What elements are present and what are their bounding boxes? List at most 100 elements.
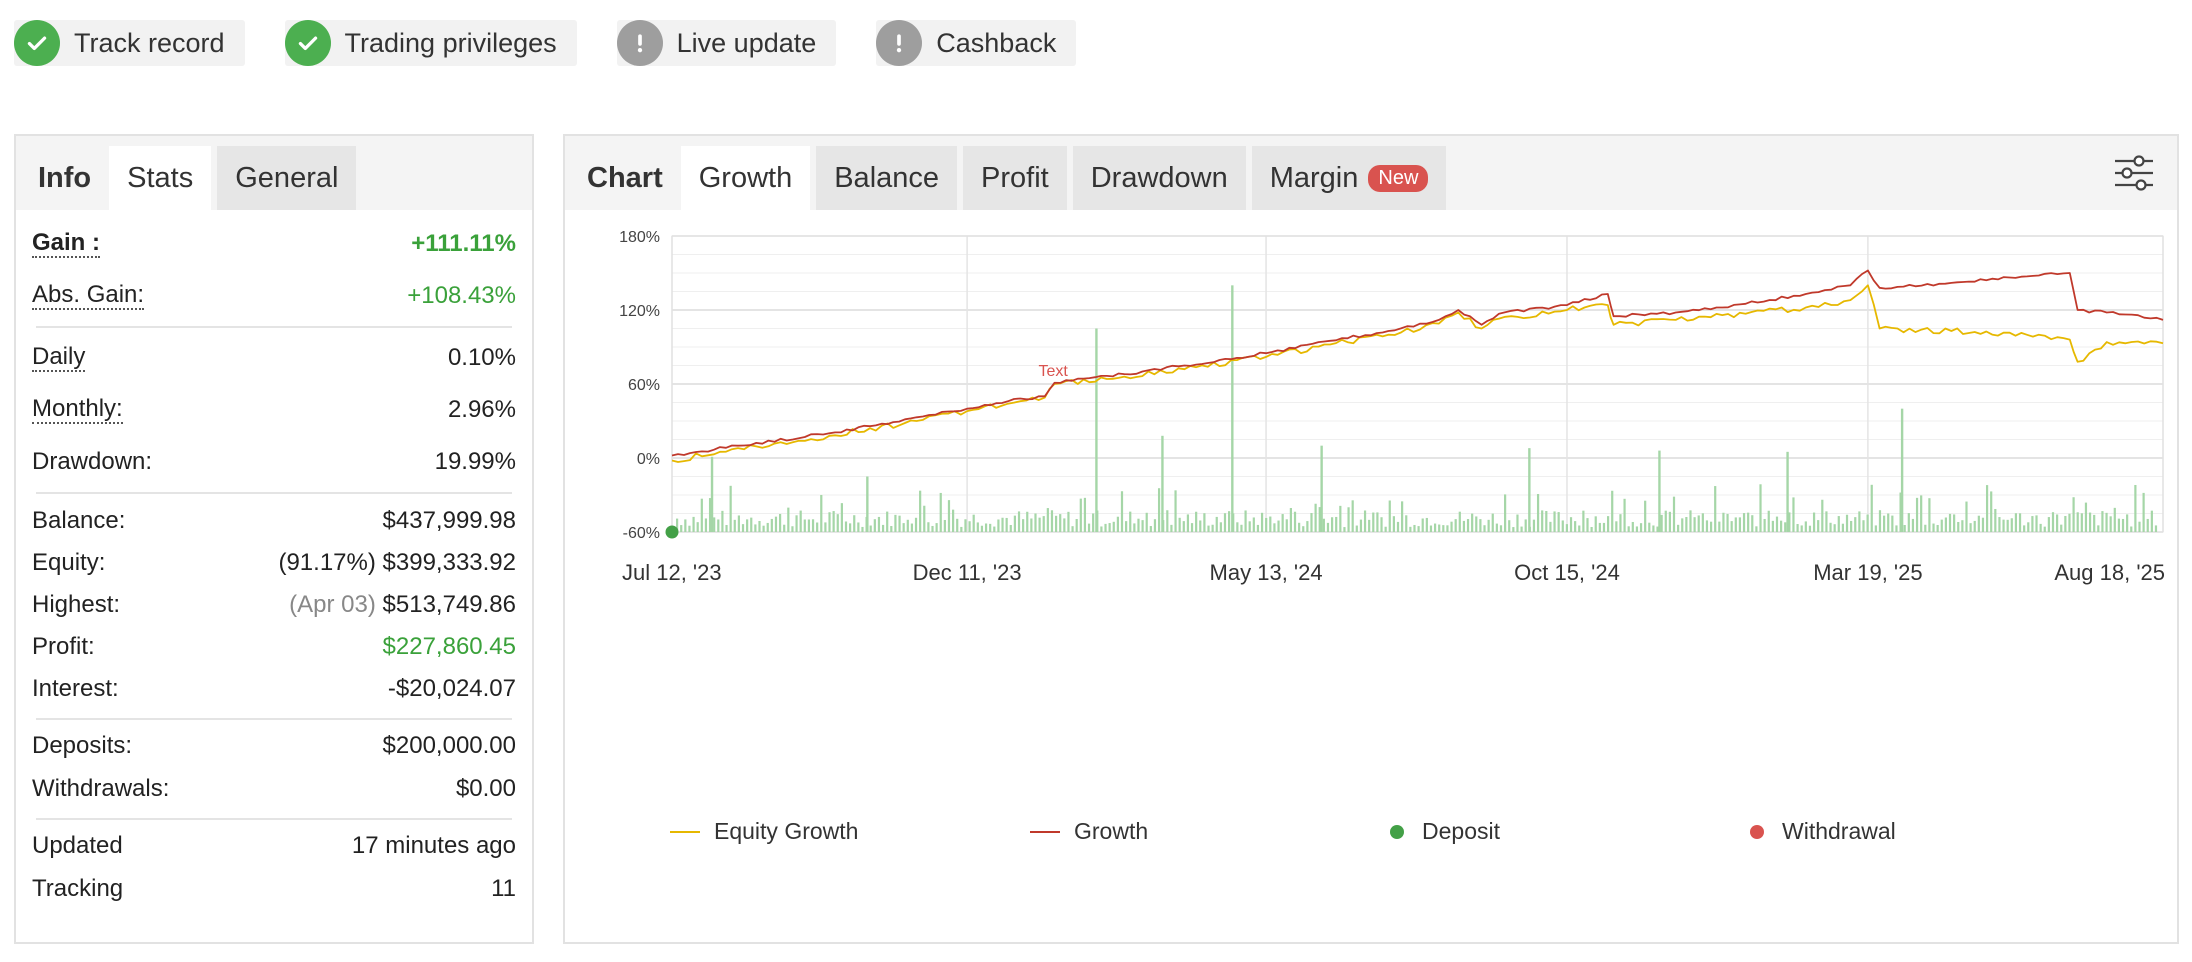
- activity-bar: [1211, 524, 1214, 532]
- activity-bar: [713, 517, 716, 532]
- tab-drawdown[interactable]: Drawdown: [1072, 146, 1246, 210]
- activity-bar: [1786, 451, 1789, 532]
- activity-bar: [1030, 518, 1033, 532]
- activity-bar: [1969, 523, 1972, 532]
- activity-bar: [1095, 328, 1098, 532]
- legend-item-equity-growth[interactable]: Equity Growth: [670, 818, 858, 845]
- activity-bar: [1038, 517, 1041, 532]
- stat-label: Drawdown:: [32, 448, 153, 475]
- tab-growth[interactable]: Growth: [680, 146, 811, 210]
- activity-bar: [700, 498, 703, 532]
- activity-bar: [1796, 524, 1799, 532]
- stat-profit: Profit: $227,860.45: [32, 626, 516, 668]
- activity-bar: [2142, 492, 2145, 532]
- activity-bar: [746, 519, 749, 532]
- badge-trading-privileges[interactable]: Trading privileges: [284, 20, 577, 66]
- activity-bar: [2006, 519, 2009, 532]
- activity-bar: [1022, 519, 1025, 532]
- tab-margin[interactable]: Margin New: [1251, 146, 1447, 210]
- activity-bar: [1116, 516, 1119, 532]
- stat-label[interactable]: Abs. Gain:: [32, 281, 145, 311]
- activity-bar: [676, 518, 679, 532]
- activity-bar: [1466, 519, 1470, 532]
- stats-panel: Info Stats General Gain : +111.11% Abs. …: [14, 134, 534, 944]
- activity-bar: [886, 511, 889, 532]
- badge-track-record[interactable]: Track record: [14, 20, 245, 66]
- activity-bar: [1425, 517, 1428, 532]
- legend-item-deposit[interactable]: Deposit: [1390, 818, 1500, 845]
- legend-line-swatch: [670, 830, 700, 833]
- stat-note: (Apr 03): [289, 591, 376, 618]
- chart-canvas[interactable]: 180% 120% 60% 0% -60% Jul 12, '23 Dec 11, '23 M…: [565, 210, 2177, 810]
- activity-bar: [1948, 513, 1952, 532]
- badge-live-update[interactable]: Live update: [616, 20, 837, 66]
- activity-bar: [989, 523, 992, 532]
- activity-bar: [832, 511, 835, 532]
- activity-bar: [1833, 524, 1836, 532]
- activity-bar: [1054, 515, 1058, 532]
- activity-bar: [1046, 508, 1049, 532]
- activity-bar: [1392, 516, 1395, 532]
- activity-bar: [1656, 526, 1659, 532]
- stat-label[interactable]: Daily: [32, 343, 86, 373]
- activity-bar: [2051, 512, 2055, 532]
- activity-bar: [1553, 511, 1556, 532]
- legend-item-growth[interactable]: Growth: [1030, 818, 1148, 845]
- activity-bar: [737, 515, 740, 532]
- legend-item-withdrawal[interactable]: Withdrawal: [1750, 818, 1896, 845]
- activity-bar: [2072, 497, 2075, 532]
- tab-info[interactable]: Info: [38, 161, 92, 194]
- activity-bar: [1891, 515, 1894, 532]
- activity-bar: [1985, 485, 1989, 532]
- activity-bar: [1153, 519, 1157, 532]
- y-tick-label: 60%: [628, 377, 660, 394]
- activity-bar: [1013, 515, 1016, 532]
- exclamation-icon: [876, 20, 923, 66]
- activity-bar: [2047, 517, 2050, 532]
- stat-value: 2.96%: [447, 396, 516, 423]
- exclamation-icon: [616, 20, 663, 66]
- activity-bar: [696, 522, 699, 532]
- activity-bar: [956, 518, 959, 532]
- badge-label: Live update: [676, 27, 817, 58]
- activity-bar: [799, 510, 802, 532]
- tab-balance[interactable]: Balance: [816, 146, 958, 210]
- activity-bar: [1129, 511, 1132, 532]
- activity-bar: [1499, 525, 1503, 532]
- activity-bar: [849, 523, 852, 532]
- stat-highest: Highest: (Apr 03) $513,749.86: [32, 584, 516, 626]
- stat-label[interactable]: Monthly:: [32, 395, 123, 425]
- activity-bar: [710, 456, 714, 532]
- activity-bar: [939, 492, 942, 532]
- sliders-icon[interactable]: [2113, 152, 2155, 194]
- tab-profit[interactable]: Profit: [963, 146, 1067, 210]
- tab-chart[interactable]: Chart: [587, 161, 663, 194]
- stat-value: 0.10%: [447, 344, 516, 371]
- tab-general[interactable]: General: [217, 146, 357, 210]
- stat-value: +108.43%: [407, 282, 516, 309]
- activity-bar: [861, 526, 864, 532]
- activity-bar: [1310, 513, 1313, 532]
- activity-bar: [1841, 523, 1845, 532]
- activity-bar: [1536, 494, 1540, 532]
- badge-cashback[interactable]: Cashback: [876, 20, 1077, 66]
- stat-label: Withdrawals:: [32, 775, 170, 802]
- activity-bar: [1495, 523, 1498, 532]
- activity-bar: [1059, 514, 1062, 532]
- activity-bar: [1981, 517, 1985, 532]
- stat-label[interactable]: Gain :: [32, 229, 101, 259]
- tab-stats[interactable]: Stats: [109, 146, 212, 210]
- activity-bar: [1627, 526, 1630, 532]
- activity-bar: [704, 518, 708, 532]
- activity-bar: [820, 494, 823, 532]
- activity-bar: [1376, 512, 1379, 532]
- activity-bar: [976, 522, 979, 532]
- activity-bar: [1882, 515, 1886, 532]
- activity-bar: [927, 522, 930, 532]
- activity-bar: [2035, 515, 2038, 532]
- activity-bar: [1825, 511, 1828, 532]
- divider: [36, 818, 512, 820]
- activity-bar: [766, 522, 769, 532]
- legend-line-swatch: [1030, 830, 1060, 833]
- activity-bar: [1248, 521, 1251, 532]
